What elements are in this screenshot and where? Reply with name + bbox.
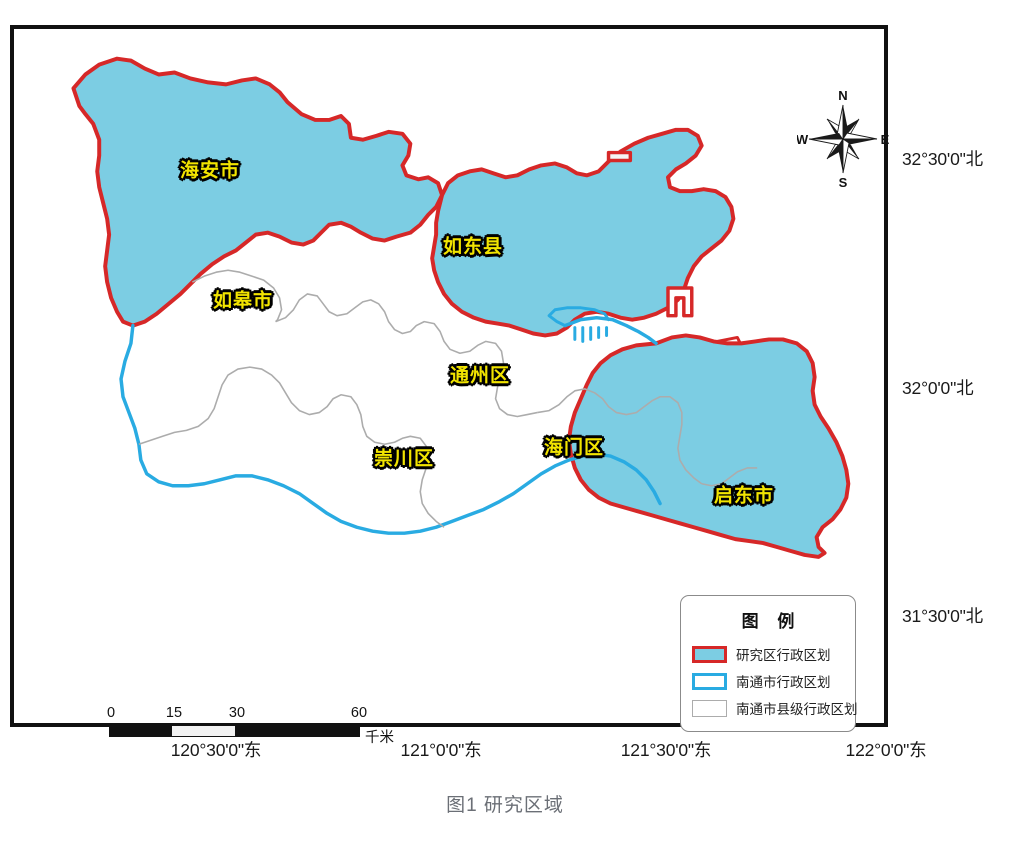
compass-label-south: S [839, 175, 848, 189]
legend-label-nantong-city: 南通市行政区划 [736, 675, 831, 690]
county-boundary-chongchuan [138, 366, 445, 528]
lat-label-3200n: 32°0'0"北 [902, 378, 974, 398]
map-label-qidong: 启东市 [713, 485, 775, 507]
county-boundary-rugao-tongzhou [275, 293, 538, 418]
legend-item-nantong-city[interactable]: 南通市行政区划 [692, 669, 855, 693]
region-rudong[interactable] [430, 127, 736, 338]
scale-segment-1 [110, 726, 173, 736]
figure-caption: 图1 研究区域 [446, 795, 564, 816]
lon-label-12100e: 121°0'0"东 [400, 740, 482, 760]
scale-segment-2 [172, 726, 235, 736]
legend-label-study-area: 研究区行政区划 [736, 648, 831, 663]
legend-item-study-area[interactable]: 研究区行政区划 [692, 642, 855, 666]
map-frame: 海安市 如东县 如皋市 通州区 崇川区 海门区 启东市 [10, 25, 889, 746]
map-label-chongchuan: 崇川区 [373, 448, 435, 470]
city-boundary-estuary-detail [547, 306, 611, 328]
legend-items: 研究区行政区划 南通市行政区划 南通市县级行政区划 [681, 642, 858, 720]
scale-bar-track [109, 725, 360, 737]
legend-title: 图 例 [741, 612, 802, 631]
lat-label-3130n: 31°30'0"北 [902, 606, 983, 626]
scale-bar-unit: 千米 [365, 730, 394, 746]
islet-north-1 [606, 150, 633, 163]
city-boundary-nantong [119, 323, 662, 535]
legend-label-nantong-county: 南通市县级行政区划 [736, 702, 858, 717]
scale-tick-15: 15 [165, 705, 183, 721]
scale-tick-0: 0 [106, 705, 116, 721]
compass-label-west: W [797, 132, 809, 147]
map-label-tongzhou: 通州区 [449, 365, 511, 387]
scale-tick-30: 30 [228, 705, 246, 721]
islet-north-2 [666, 286, 694, 318]
map-label-haian: 海安市 [179, 160, 241, 182]
map-label-haimen: 海门区 [543, 437, 605, 459]
compass-label-north: N [838, 89, 847, 103]
scale-segment-3 [234, 726, 359, 736]
map-label-rudong: 如东县 [442, 236, 504, 258]
legend-item-nantong-county[interactable]: 南通市县级行政区划 [692, 696, 858, 720]
lon-label-12200e: 122°0'0"东 [845, 740, 927, 760]
lon-label-12030e: 120°30'0"东 [170, 740, 262, 760]
county-boundary-haimen-east [701, 467, 758, 487]
lat-label-3230n: 32°30'0"北 [902, 149, 983, 169]
region-haian[interactable] [71, 56, 445, 328]
county-boundary-rugao-north [192, 269, 283, 323]
compass-primary-points [808, 104, 878, 174]
region-qidong[interactable] [566, 333, 851, 559]
county-boundary-tongzhou-haimen [537, 388, 703, 485]
scale-tick-60: 60 [350, 705, 368, 721]
legend: 图 例 研究区行政区划 南通市行政区划 南通市县级行政区划 [680, 595, 858, 732]
legend-swatch-nantong-county [692, 699, 727, 717]
city-boundary-estuary-teeth [573, 326, 609, 343]
lon-label-12130e: 121°30'0"东 [620, 740, 712, 760]
legend-swatch-nantong-city [692, 672, 727, 690]
city-boundary-estuary [563, 315, 658, 346]
legend-swatch-study-area [692, 645, 727, 663]
scale-bar: 0 15 30 60 千米 [106, 705, 394, 751]
compass-rose: N E S W [797, 89, 889, 189]
scale-bar-ticks: 0 15 30 60 [106, 705, 379, 725]
map-label-rugao: 如皋市 [212, 290, 274, 312]
compass-label-east: E [881, 132, 889, 147]
map-canvas [71, 56, 851, 559]
